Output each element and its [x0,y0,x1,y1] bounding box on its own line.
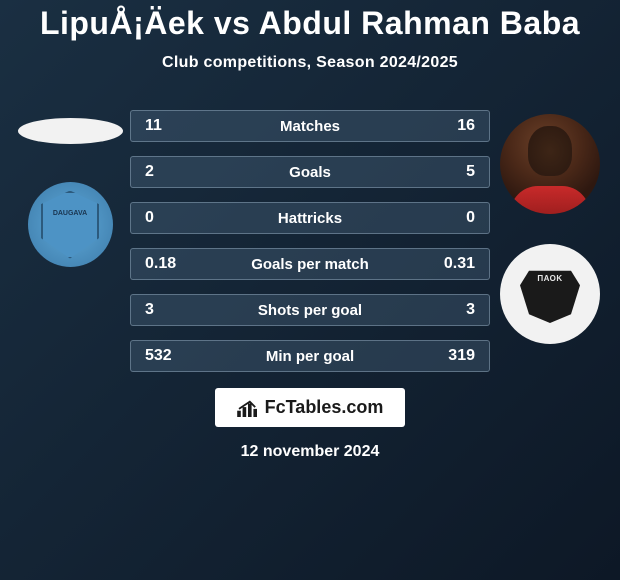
brand-text: FcTables.com [265,397,384,418]
stat-right-value: 319 [415,347,475,365]
date-text: 12 november 2024 [241,443,380,461]
stat-left-value: 11 [145,117,205,135]
club-badge-right-text: ΠΑΟΚ [537,274,562,283]
stat-row: 2 Goals 5 [130,156,490,188]
player-right-column: ΠΑΟΚ [490,110,610,344]
player-left-column: DAUGAVA [10,110,130,267]
stat-label: Min per goal [205,348,415,365]
stat-left-value: 0 [145,209,205,227]
stat-right-value: 5 [415,163,475,181]
stat-row: 3 Shots per goal 3 [130,294,490,326]
stat-row: 532 Min per goal 319 [130,340,490,372]
stat-row: 11 Matches 16 [130,110,490,142]
main-area: DAUGAVA 11 Matches 16 2 Goals 5 0 Hattri… [0,110,620,372]
stat-right-value: 0.31 [415,255,475,273]
stat-left-value: 0.18 [145,255,205,273]
stat-label: Goals per match [205,256,415,273]
stat-right-value: 3 [415,301,475,319]
club-badge-left-text: DAUGAVA [53,210,87,217]
stat-row: 0.18 Goals per match 0.31 [130,248,490,280]
stat-label: Hattricks [205,210,415,227]
club-badge-left: DAUGAVA [28,182,113,267]
stats-table: 11 Matches 16 2 Goals 5 0 Hattricks 0 0.… [130,110,490,372]
page-title: LipuÅ¡Äek vs Abdul Rahman Baba [40,5,580,42]
stat-left-value: 2 [145,163,205,181]
stat-left-value: 532 [145,347,205,365]
stat-row: 0 Hattricks 0 [130,202,490,234]
season-subtitle: Club competitions, Season 2024/2025 [162,54,458,72]
footer: FcTables.com 12 november 2024 [215,388,406,461]
stat-right-value: 16 [415,117,475,135]
stat-label: Matches [205,118,415,135]
stat-label: Goals [205,164,415,181]
stat-right-value: 0 [415,209,475,227]
player-left-silhouette [18,118,123,144]
chart-line-icon [237,399,259,417]
stat-left-value: 3 [145,301,205,319]
stat-label: Shots per goal [205,302,415,319]
player-right-photo [500,114,600,214]
brand-box: FcTables.com [215,388,406,427]
club-badge-right: ΠΑΟΚ [500,244,600,344]
comparison-card: LipuÅ¡Äek vs Abdul Rahman Baba Club comp… [0,0,620,580]
